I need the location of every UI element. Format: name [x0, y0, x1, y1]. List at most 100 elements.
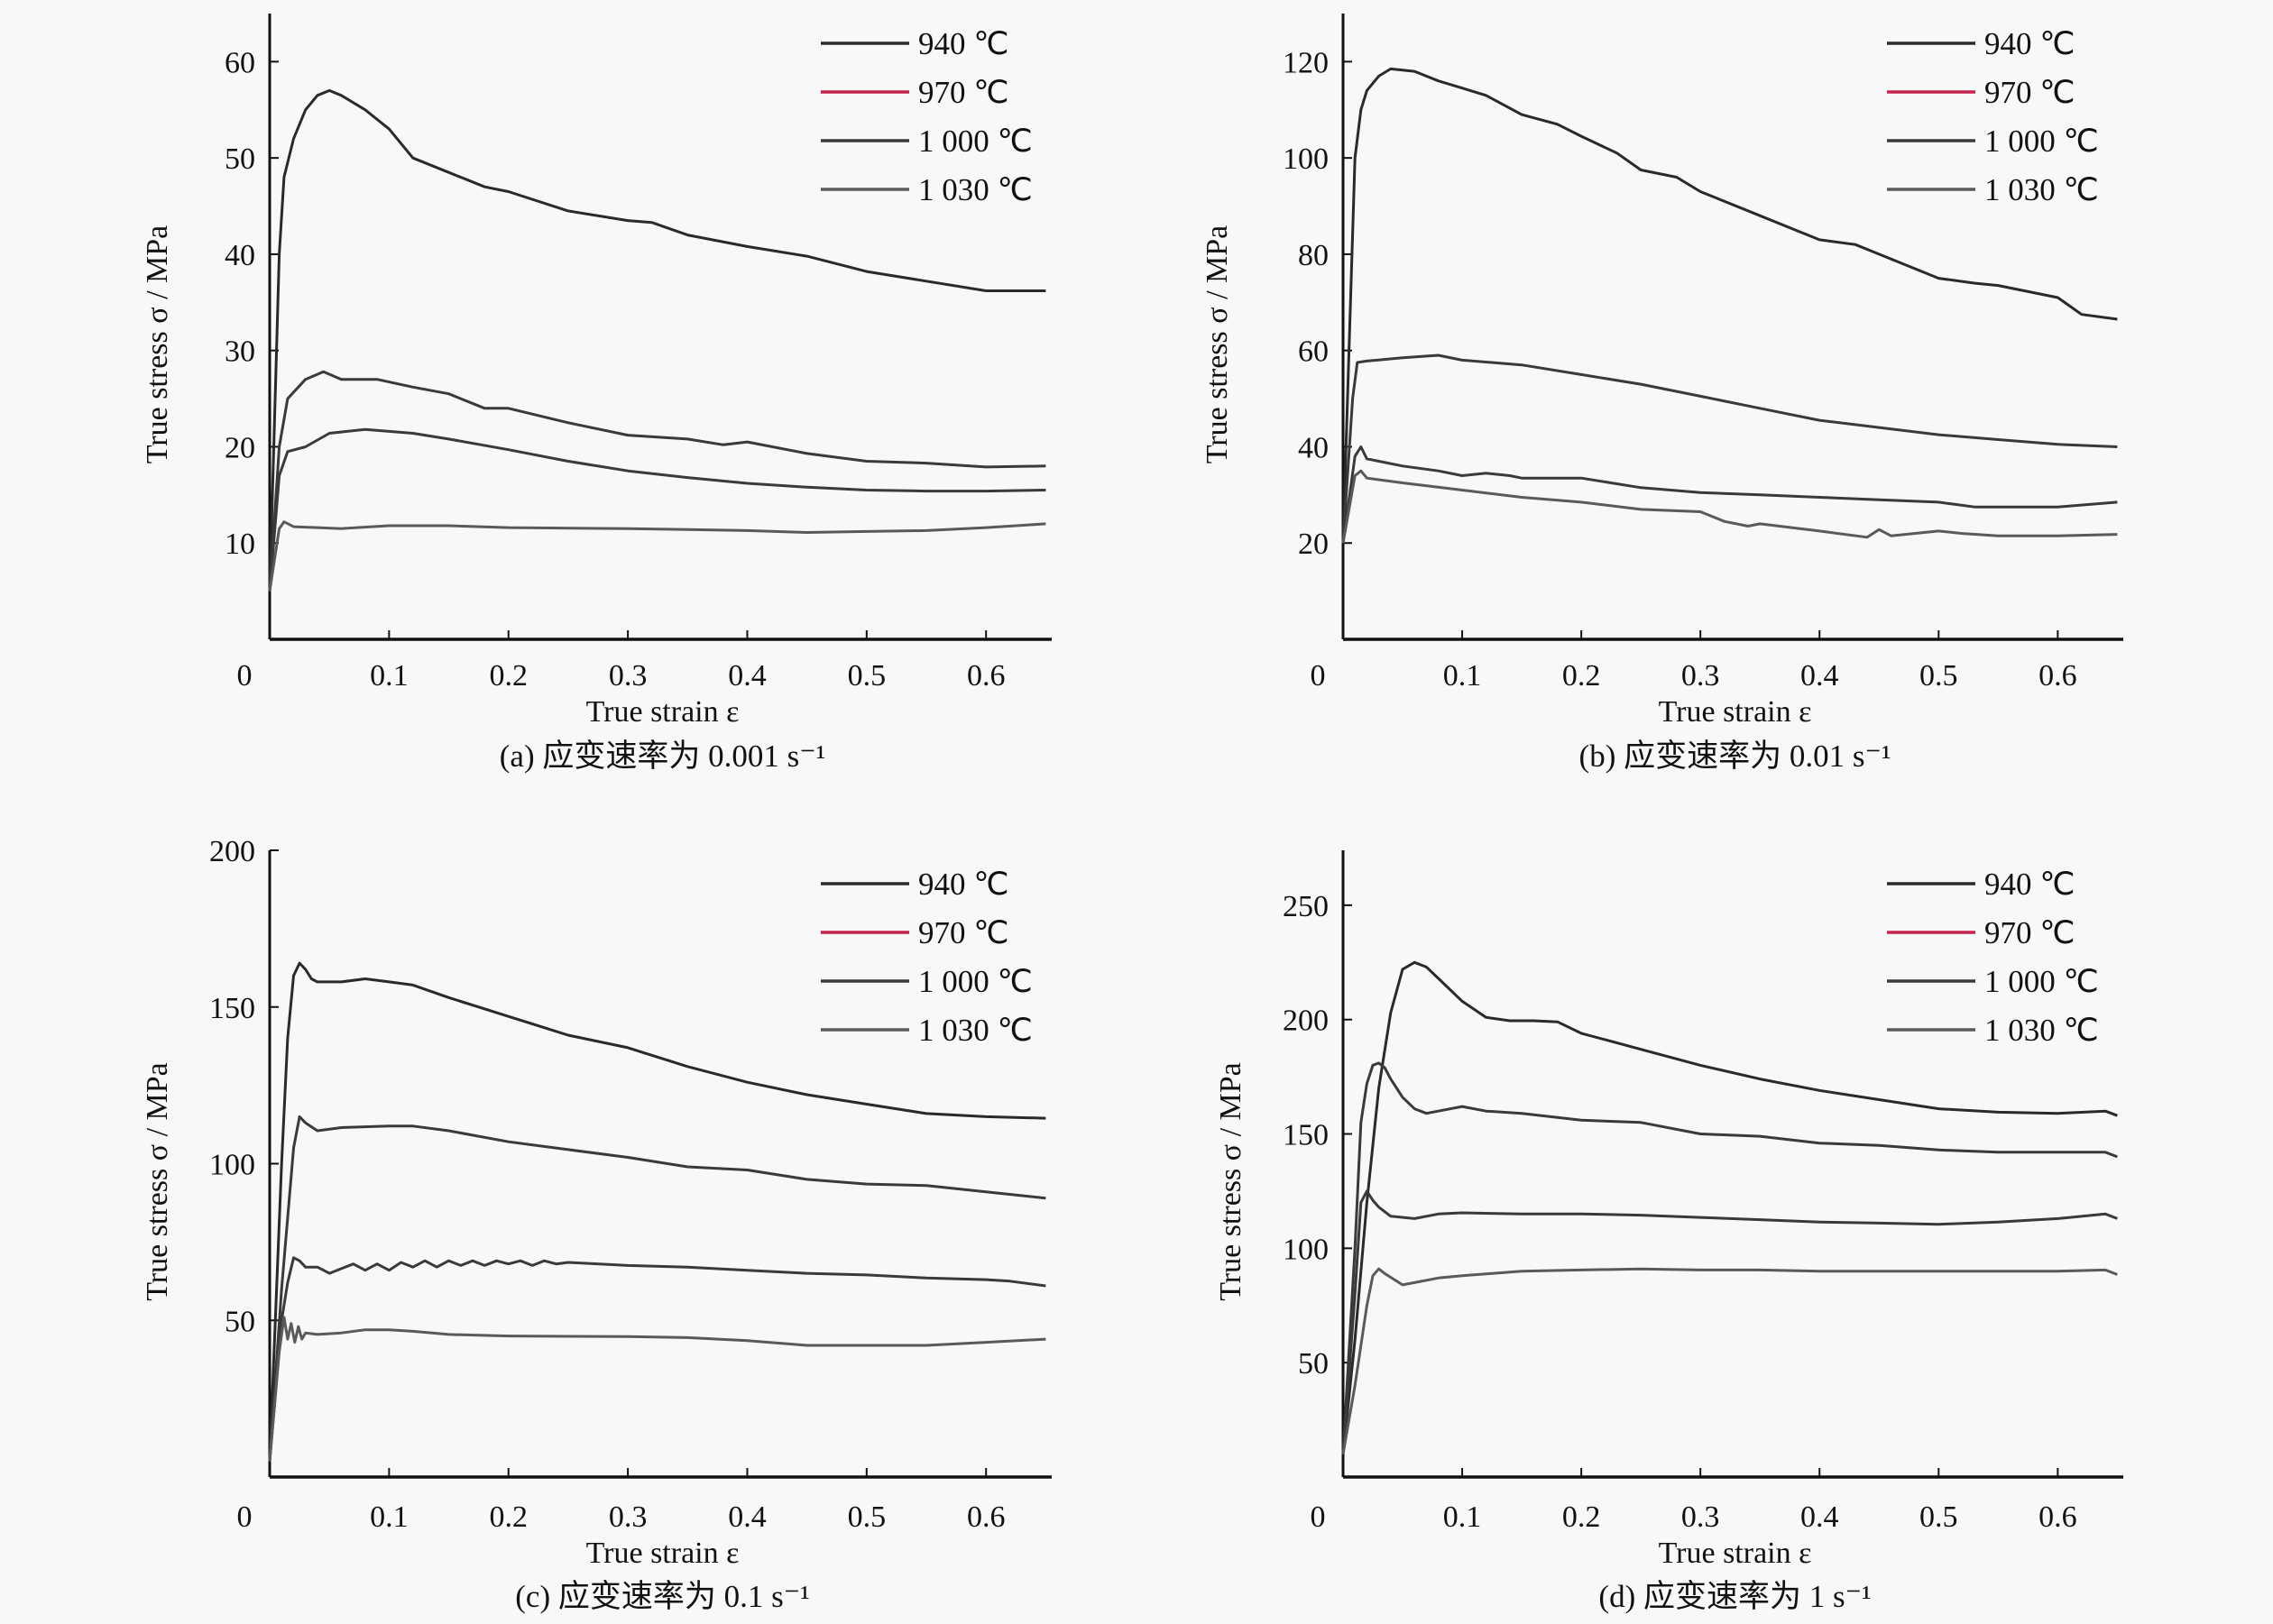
y-axis-label: True stress σ / MPa	[141, 225, 174, 464]
x-tick-label: 0.4	[1800, 1500, 1839, 1534]
x-tick-label: 0.2	[489, 1500, 528, 1534]
legend-label: 1 000 ℃	[918, 124, 1033, 159]
legend: 940 ℃ 970 ℃ 1 000 ℃ 1 030 ℃	[1887, 26, 2099, 207]
x-tick-label: 0.4	[728, 659, 767, 693]
legend-label: 1 000 ℃	[1984, 964, 2099, 999]
panel-caption: (a) 应变速率为 0.001 s⁻¹	[500, 739, 825, 774]
x-axis-label: True strain ε	[586, 1537, 740, 1570]
y-tick-label: 50	[1298, 1347, 1329, 1381]
legend-label: 1 000 ℃	[1984, 124, 2099, 159]
chart-panel-c: 0 0.1 0.2 0.3 0.4 0.5 0.6 50 100 150 200 True stres…	[141, 835, 1052, 1614]
series-line-2	[1341, 1061, 2118, 1454]
x-tick-label: 0.1	[370, 1500, 409, 1534]
legend-label: 970 ℃	[918, 915, 1009, 950]
y-tick-label: 40	[1298, 431, 1329, 464]
x-tick-label: 0.6	[2038, 659, 2077, 693]
x-tick-label: 0	[237, 659, 253, 693]
x-tick-label: 0.6	[2038, 1500, 2077, 1534]
y-tick-label: 20	[225, 431, 255, 464]
legend-label: 1 030 ℃	[918, 172, 1033, 207]
y-tick-label: 250	[1283, 890, 1329, 923]
series-line-4	[1341, 1267, 2118, 1454]
chart-panel-a: 0 0.1 0.2 0.3 0.4 0.5 0.6 10 20 30 40 50 60 True stre…	[141, 14, 1052, 774]
x-tick-label: 0.2	[489, 659, 528, 693]
legend: 940 ℃ 970 ℃ 1 000 ℃ 1 030 ℃	[821, 867, 1033, 1048]
series-line-2	[1341, 353, 2118, 544]
series-line-1	[1341, 67, 2118, 544]
x-tick-label: 0.4	[1800, 659, 1839, 693]
x-tick-label: 0.2	[1562, 1500, 1601, 1534]
y-tick-label: 200	[209, 835, 255, 868]
x-tick-label: 0.1	[1443, 1500, 1482, 1534]
legend-label: 970 ℃	[918, 75, 1009, 110]
x-tick-label: 0.4	[728, 1500, 767, 1534]
x-tick-label: 0.1	[1443, 659, 1482, 693]
x-tick-label: 0.5	[848, 1500, 887, 1534]
legend-label: 940 ℃	[918, 867, 1009, 902]
series-line-1	[268, 88, 1046, 592]
series-line-2	[268, 1115, 1046, 1462]
chart-panel-d: 0 0.1 0.2 0.3 0.4 0.5 0.6 50 100 150 200 250 True st…	[1214, 850, 2123, 1614]
series-line-3	[1341, 445, 2118, 544]
legend-label: 970 ℃	[1984, 915, 2075, 950]
x-tick-label: 0	[237, 1500, 253, 1534]
y-tick-label: 100	[1283, 1233, 1329, 1266]
x-tick-label: 0.6	[967, 659, 1006, 693]
y-tick-label: 20	[1298, 528, 1329, 561]
panel-caption: (b) 应变速率为 0.01 s⁻¹	[1579, 739, 1891, 774]
y-tick-label: 120	[1283, 46, 1329, 79]
y-tick-label: 50	[225, 1305, 255, 1338]
legend-label: 940 ℃	[1984, 26, 2075, 61]
y-tick-label: 100	[209, 1149, 255, 1182]
x-tick-label: 0.5	[848, 659, 887, 693]
series-line-4	[268, 520, 1046, 592]
series-line-3	[268, 427, 1046, 592]
legend-label: 940 ℃	[918, 26, 1009, 61]
series-line-2	[268, 370, 1046, 592]
series-line-3	[268, 1256, 1046, 1462]
x-axis-label: True strain ε	[1659, 695, 1812, 729]
y-tick-label: 60	[1298, 335, 1329, 369]
y-tick-label: 200	[1283, 1005, 1329, 1038]
y-tick-label: 30	[225, 335, 255, 369]
y-tick-label: 10	[225, 528, 255, 561]
legend-label: 940 ℃	[1984, 867, 2075, 902]
legend-label: 1 000 ℃	[918, 964, 1033, 999]
y-axis-label: True stress σ / MPa	[1214, 1062, 1247, 1301]
y-tick-label: 60	[225, 46, 255, 79]
x-tick-label: 0.3	[1681, 1500, 1720, 1534]
x-tick-label: 0.1	[370, 659, 409, 693]
series-line-1	[1341, 960, 2118, 1454]
legend-label: 970 ℃	[1984, 75, 2075, 110]
series-line-4	[1341, 469, 2118, 544]
y-tick-label: 80	[1298, 239, 1329, 272]
x-tick-label: 0.3	[1681, 659, 1720, 693]
y-tick-label: 150	[209, 992, 255, 1025]
y-tick-label: 50	[225, 142, 255, 176]
panel-caption: (d) 应变速率为 1 s⁻¹	[1598, 1579, 1871, 1614]
y-tick-label: 40	[225, 239, 255, 272]
legend: 940 ℃ 970 ℃ 1 000 ℃ 1 030 ℃	[821, 26, 1033, 207]
x-tick-label: 0.6	[967, 1500, 1006, 1534]
series-line-1	[268, 961, 1046, 1462]
x-tick-label: 0.3	[609, 659, 648, 693]
chart-panel-b: 0 0.1 0.2 0.3 0.4 0.5 0.6 20 40 60 80 100 120 True st…	[1201, 14, 2123, 774]
legend-label: 1 030 ℃	[1984, 1013, 2099, 1048]
x-tick-label: 0.2	[1562, 659, 1601, 693]
x-axis-label: True strain ε	[1659, 1537, 1812, 1570]
panel-caption: (c) 应变速率为 0.1 s⁻¹	[515, 1579, 809, 1614]
x-tick-label: 0.5	[1919, 659, 1958, 693]
legend: 940 ℃ 970 ℃ 1 000 ℃ 1 030 ℃	[1887, 867, 2099, 1048]
x-tick-label: 0.3	[609, 1500, 648, 1534]
y-tick-label: 100	[1283, 142, 1329, 176]
legend-label: 1 030 ℃	[918, 1013, 1033, 1048]
x-axis-label: True strain ε	[586, 695, 740, 729]
y-tick-label: 150	[1283, 1119, 1329, 1152]
x-tick-label: 0	[1311, 1500, 1326, 1534]
y-axis-label: True stress σ / MPa	[1201, 225, 1234, 464]
y-axis-label: True stress σ / MPa	[141, 1062, 174, 1301]
legend-label: 1 030 ℃	[1984, 172, 2099, 207]
series-line-3	[1341, 1189, 2118, 1454]
series-line-4	[268, 1316, 1046, 1462]
